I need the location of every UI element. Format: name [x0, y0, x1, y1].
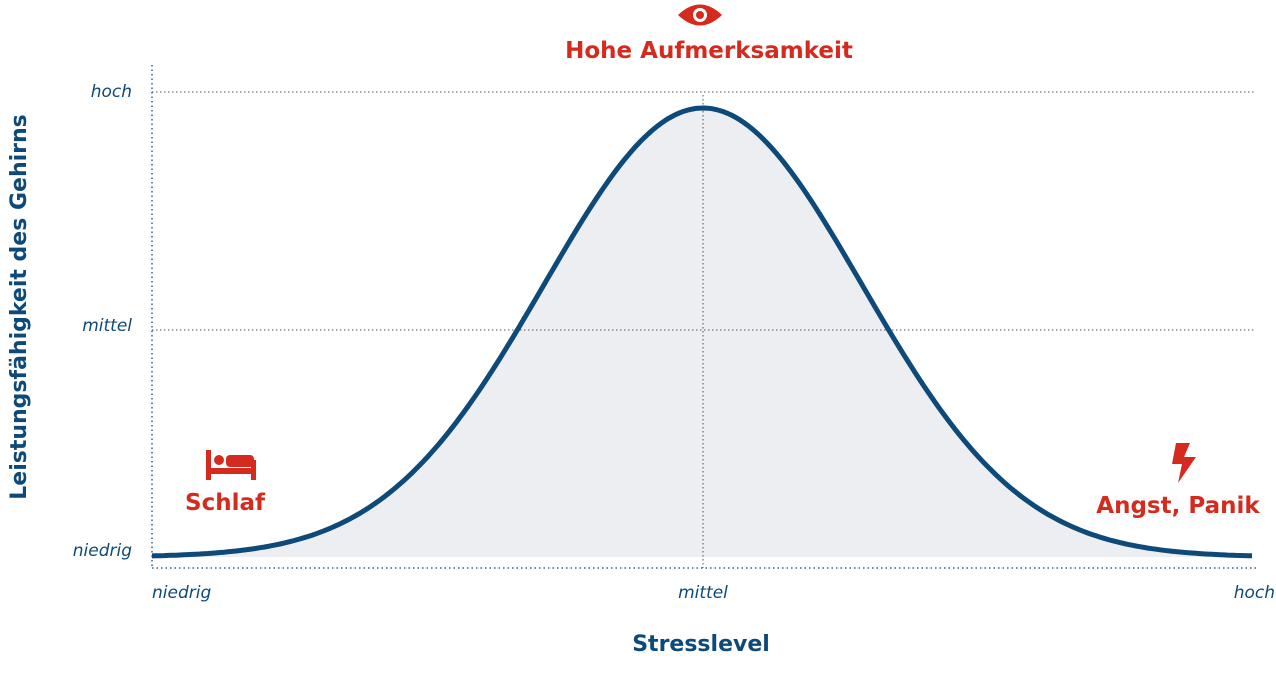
x-tick-label: mittel — [678, 583, 728, 603]
y-axis-title: Leistungsfähigkeit des Gehirns — [7, 114, 32, 500]
annotation: Angst, Panik — [1096, 493, 1260, 519]
x-axis-title: Stresslevel — [632, 632, 770, 657]
annotation: Hohe Aufmerksamkeit — [565, 38, 853, 64]
y-tick-label: hoch — [91, 82, 132, 102]
y-tick-label: mittel — [82, 316, 132, 336]
lightning-icon — [1172, 443, 1196, 483]
x-tick-label: hoch — [1234, 583, 1275, 603]
eye-icon — [678, 4, 722, 26]
bed-icon — [206, 450, 256, 480]
curve-area — [152, 108, 1252, 557]
curve — [151, 105, 1253, 559]
x-tick-label: niedrig — [152, 583, 211, 603]
y-tick-label: niedrig — [73, 541, 132, 561]
annotation: Schlaf — [185, 490, 266, 516]
